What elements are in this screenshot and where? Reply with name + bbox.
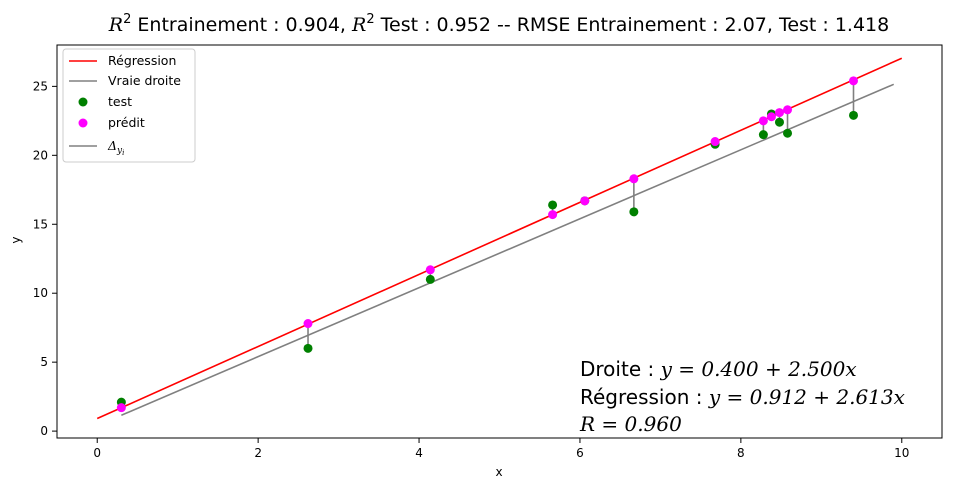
legend-delta-subsub: i (122, 149, 124, 157)
predicted-point-8 (766, 112, 776, 122)
annotation-regression: Régression : y = 0.912 + 2.613x (580, 385, 905, 409)
true-line (121, 83, 895, 416)
title-r2-symbol: R (108, 14, 123, 36)
x-tick-label-2: 4 (415, 446, 423, 460)
y-tick-label-4: 20 (33, 148, 48, 162)
title-train-part: Entrainement : 0.904, (131, 14, 352, 36)
predicted-point-9 (774, 108, 784, 118)
x-axis-label: x (495, 465, 502, 479)
legend-marker-predicted (78, 118, 88, 128)
legend-marker-test (78, 97, 88, 107)
x-tick-label-0: 0 (93, 446, 101, 460)
y-tick-label-5: 25 (33, 79, 48, 93)
test-point-5 (629, 207, 639, 217)
legend-label-true-line: Vraie droite (108, 73, 181, 88)
title-r2-sup-2: 2 (366, 12, 374, 27)
predicted-point-1 (303, 319, 313, 329)
test-point-2 (425, 274, 435, 284)
annotation: Droite : y = 0.400 + 2.500x Régression :… (579, 357, 905, 436)
predicted-point-2 (425, 265, 435, 275)
legend-delta-symbol: Δ (107, 138, 117, 153)
y-tick-label-1: 5 (40, 355, 48, 369)
title-test-part: Test : 0.952 -- RMSE Entrainement : 2.07… (375, 14, 890, 36)
legend-label-test: test (108, 94, 132, 109)
annotation-line2-label: Régression : (580, 385, 709, 409)
x-tick-label-3: 6 (576, 446, 584, 460)
y-tick-label-3: 15 (33, 217, 48, 231)
annotation-true-line: Droite : y = 0.400 + 2.500x (580, 357, 857, 381)
y-tick-label-2: 10 (33, 286, 48, 300)
predicted-point-3 (548, 210, 558, 220)
test-point-7 (758, 130, 768, 140)
legend-label-predicted: prédit (108, 115, 145, 130)
legend-frame (62, 48, 196, 163)
y-tick-label-0: 0 (40, 424, 48, 438)
predicted-point-5 (629, 174, 639, 184)
predicted-point-7 (758, 116, 768, 126)
plot-area (56, 44, 943, 439)
axis-layer: 0 2 4 6 8 10 0 5 10 15 20 25 (33, 79, 910, 460)
series-layer (96, 57, 903, 420)
annotation-line1-eq: y = 0.400 + 2.500x (660, 357, 857, 381)
x-tick-label-1: 2 (254, 446, 262, 460)
predicted-point-4 (580, 196, 590, 206)
legend-label-regression: Régression (108, 53, 176, 68)
legend-delta-sub: y (116, 146, 123, 156)
legend: Régression Vraie droite test prédit Δyi (62, 48, 196, 163)
chart-title: R2 Entrainement : 0.904, R2 Test : 0.952… (108, 12, 889, 36)
title-r2-sup: 2 (123, 12, 131, 27)
test-point-9 (774, 117, 784, 127)
test-point-11 (849, 110, 858, 120)
y-axis-label: y (9, 236, 23, 243)
predicted-point-6 (710, 137, 720, 147)
predicted-point-0 (116, 403, 126, 413)
annotation-line1-label: Droite : (580, 357, 661, 381)
annotation-line2-eq: y = 0.912 + 2.613x (708, 385, 905, 409)
predicted-point-11 (849, 76, 858, 86)
test-point-1 (303, 343, 313, 353)
title-r2-symbol-2: R (351, 14, 366, 36)
test-point-3 (548, 200, 558, 210)
test-point-10 (783, 128, 793, 138)
predicted-point-10 (783, 105, 793, 115)
x-tick-label-5: 10 (894, 446, 909, 460)
annotation-correlation: R = 0.960 (579, 412, 682, 436)
x-tick-label-4: 8 (737, 446, 745, 460)
legend-label-delta: Δyi (107, 138, 124, 157)
